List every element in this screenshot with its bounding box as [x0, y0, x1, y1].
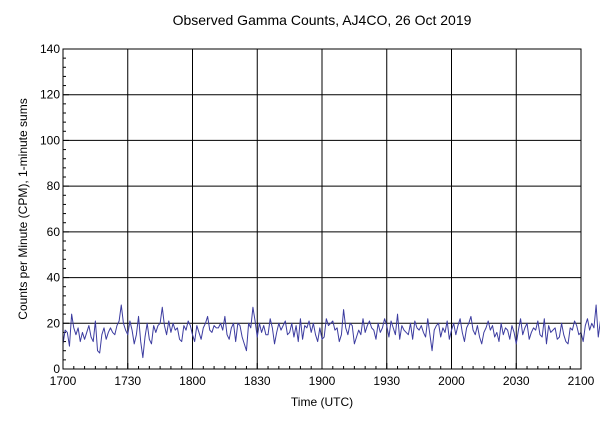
y-tick-label: 0 [53, 362, 60, 376]
x-tick-label: 1800 [179, 374, 206, 388]
x-tick-label: 1730 [114, 374, 141, 388]
x-tick-label: 1830 [244, 374, 271, 388]
y-tick-label: 80 [47, 179, 61, 193]
y-tick-labels: 0 20 40 60 80 100 120 140 [40, 42, 60, 376]
y-tick-label: 20 [47, 316, 61, 330]
series-layer [62, 304, 600, 359]
series-line [62, 304, 600, 359]
x-tick-labels: 1700 1730 1800 1830 1900 1930 2000 2030 2100 [50, 374, 595, 388]
x-tick-label: 2100 [568, 374, 595, 388]
x-tick-label: 2030 [503, 374, 530, 388]
y-tick-label: 120 [40, 88, 60, 102]
y-axis-label: Counts per Minute (CPM), 1-minute sums [16, 98, 30, 319]
x-tick-label: 1700 [50, 374, 77, 388]
grid [63, 49, 581, 369]
x-tick-label: 2000 [438, 374, 465, 388]
x-tick-label: 1900 [309, 374, 336, 388]
plot-frame [62, 48, 582, 370]
y-tick-label: 140 [40, 42, 60, 56]
y-tick-label: 100 [40, 133, 60, 147]
x-axis-label: Time (UTC) [291, 395, 353, 409]
x-tick-label: 1930 [373, 374, 400, 388]
chart-title: Observed Gamma Counts, AJ4CO, 26 Oct 201… [173, 12, 472, 28]
y-tick-label: 60 [47, 225, 61, 239]
y-tick-label: 40 [47, 271, 61, 285]
